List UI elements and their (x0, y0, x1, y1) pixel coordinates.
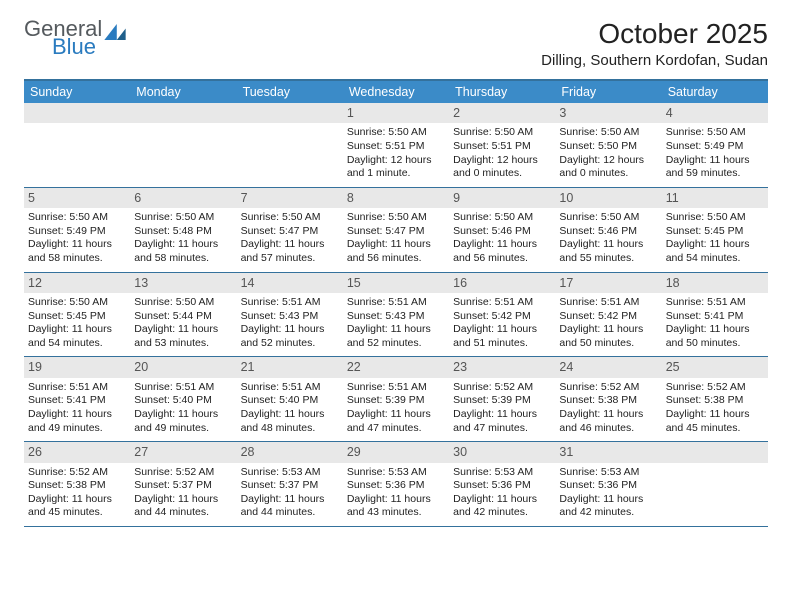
day-number: 20 (130, 357, 236, 377)
calendar-cell: 25Sunrise: 5:52 AMSunset: 5:38 PMDayligh… (662, 357, 768, 442)
day-number: 26 (24, 442, 130, 462)
calendar-cell: 5Sunrise: 5:50 AMSunset: 5:49 PMDaylight… (24, 188, 130, 273)
calendar-cell: 12Sunrise: 5:50 AMSunset: 5:45 PMDayligh… (24, 273, 130, 358)
day-number: 5 (24, 188, 130, 208)
weekday-header: Monday (130, 81, 236, 103)
calendar-cell: 6Sunrise: 5:50 AMSunset: 5:48 PMDaylight… (130, 188, 236, 273)
title-block: October 2025 Dilling, Southern Kordofan,… (541, 18, 768, 69)
calendar-cell-empty (24, 103, 130, 188)
calendar-cell: 17Sunrise: 5:51 AMSunset: 5:42 PMDayligh… (555, 273, 661, 358)
day-number: 23 (449, 357, 555, 377)
weekday-header: Sunday (24, 81, 130, 103)
calendar-cell: 3Sunrise: 5:50 AMSunset: 5:50 PMDaylight… (555, 103, 661, 188)
calendar-cell: 31Sunrise: 5:53 AMSunset: 5:36 PMDayligh… (555, 442, 661, 527)
calendar-cell: 15Sunrise: 5:51 AMSunset: 5:43 PMDayligh… (343, 273, 449, 358)
day-number: 25 (662, 357, 768, 377)
calendar-cell: 7Sunrise: 5:50 AMSunset: 5:47 PMDaylight… (237, 188, 343, 273)
calendar-cell: 23Sunrise: 5:52 AMSunset: 5:39 PMDayligh… (449, 357, 555, 442)
day-number: 16 (449, 273, 555, 293)
calendar-cell: 22Sunrise: 5:51 AMSunset: 5:39 PMDayligh… (343, 357, 449, 442)
calendar-cell: 14Sunrise: 5:51 AMSunset: 5:43 PMDayligh… (237, 273, 343, 358)
day-number: 12 (24, 273, 130, 293)
weekday-header: Saturday (662, 81, 768, 103)
calendar-cell: 29Sunrise: 5:53 AMSunset: 5:36 PMDayligh… (343, 442, 449, 527)
day-number: 8 (343, 188, 449, 208)
calendar-cell: 9Sunrise: 5:50 AMSunset: 5:46 PMDaylight… (449, 188, 555, 273)
day-number: 10 (555, 188, 661, 208)
calendar-cell: 30Sunrise: 5:53 AMSunset: 5:36 PMDayligh… (449, 442, 555, 527)
calendar-cell: 2Sunrise: 5:50 AMSunset: 5:51 PMDaylight… (449, 103, 555, 188)
weekday-header: Wednesday (343, 81, 449, 103)
day-number: 29 (343, 442, 449, 462)
day-number: 3 (555, 103, 661, 123)
weekday-header: Tuesday (237, 81, 343, 103)
calendar-grid: SundayMondayTuesdayWednesdayThursdayFrid… (24, 79, 768, 527)
calendar-cell: 18Sunrise: 5:51 AMSunset: 5:41 PMDayligh… (662, 273, 768, 358)
day-number: 30 (449, 442, 555, 462)
calendar-cell: 24Sunrise: 5:52 AMSunset: 5:38 PMDayligh… (555, 357, 661, 442)
day-number: 24 (555, 357, 661, 377)
logo: GeneralBlue (24, 18, 126, 58)
day-number: 1 (343, 103, 449, 123)
calendar-cell: 13Sunrise: 5:50 AMSunset: 5:44 PMDayligh… (130, 273, 236, 358)
day-number: 27 (130, 442, 236, 462)
day-number: 9 (449, 188, 555, 208)
location-text: Dilling, Southern Kordofan, Sudan (541, 52, 768, 69)
day-number: 19 (24, 357, 130, 377)
day-number: 14 (237, 273, 343, 293)
calendar-cell: 27Sunrise: 5:52 AMSunset: 5:37 PMDayligh… (130, 442, 236, 527)
day-number: 13 (130, 273, 236, 293)
calendar-cell: 28Sunrise: 5:53 AMSunset: 5:37 PMDayligh… (237, 442, 343, 527)
calendar-cell-empty (237, 103, 343, 188)
header: GeneralBlue October 2025 Dilling, Southe… (24, 18, 768, 69)
day-number: 18 (662, 273, 768, 293)
calendar-cell: 8Sunrise: 5:50 AMSunset: 5:47 PMDaylight… (343, 188, 449, 273)
calendar-cell: 21Sunrise: 5:51 AMSunset: 5:40 PMDayligh… (237, 357, 343, 442)
day-number: 28 (237, 442, 343, 462)
calendar-cell: 20Sunrise: 5:51 AMSunset: 5:40 PMDayligh… (130, 357, 236, 442)
day-number: 4 (662, 103, 768, 123)
day-number: 22 (343, 357, 449, 377)
calendar-cell: 16Sunrise: 5:51 AMSunset: 5:42 PMDayligh… (449, 273, 555, 358)
calendar-cell: 1Sunrise: 5:50 AMSunset: 5:51 PMDaylight… (343, 103, 449, 188)
weekday-header: Thursday (449, 81, 555, 103)
day-number: 15 (343, 273, 449, 293)
calendar-cell: 26Sunrise: 5:52 AMSunset: 5:38 PMDayligh… (24, 442, 130, 527)
day-number: 7 (237, 188, 343, 208)
day-number: 2 (449, 103, 555, 123)
calendar-cell: 4Sunrise: 5:50 AMSunset: 5:49 PMDaylight… (662, 103, 768, 188)
day-number: 6 (130, 188, 236, 208)
month-title: October 2025 (541, 18, 768, 50)
calendar-cell: 19Sunrise: 5:51 AMSunset: 5:41 PMDayligh… (24, 357, 130, 442)
day-number: 31 (555, 442, 661, 462)
day-number: 17 (555, 273, 661, 293)
calendar-cell-empty (130, 103, 236, 188)
calendar-cell-empty (662, 442, 768, 527)
day-number: 21 (237, 357, 343, 377)
calendar-cell: 11Sunrise: 5:50 AMSunset: 5:45 PMDayligh… (662, 188, 768, 273)
calendar-cell: 10Sunrise: 5:50 AMSunset: 5:46 PMDayligh… (555, 188, 661, 273)
day-number: 11 (662, 188, 768, 208)
weekday-header: Friday (555, 81, 661, 103)
